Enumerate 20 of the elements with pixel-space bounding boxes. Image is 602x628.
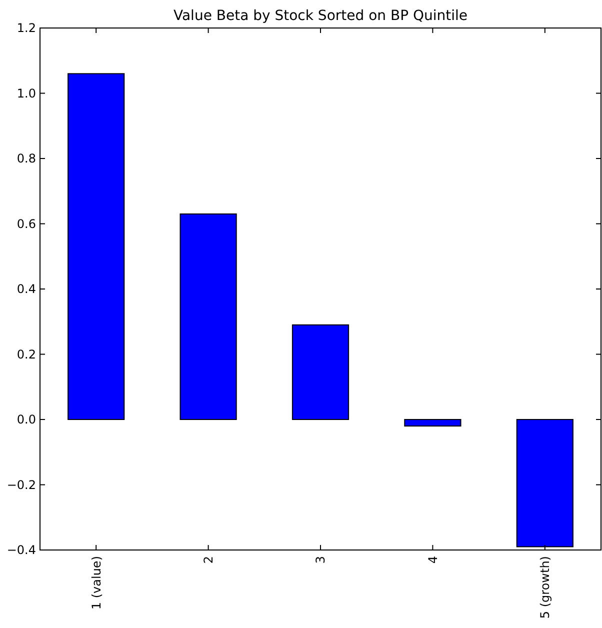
bar — [68, 73, 125, 420]
x-tick-label: 4 — [426, 556, 440, 564]
bar — [180, 213, 237, 420]
bar — [404, 419, 462, 427]
x-tick-label: 5 (growth) — [538, 556, 552, 619]
y-tick-label: 1.0 — [16, 86, 36, 100]
x-tick-label: 1 (value) — [89, 556, 104, 610]
y-tick-label: 0.4 — [16, 282, 36, 296]
y-tick-label: −0.2 — [6, 478, 36, 492]
y-tick-label: 0.6 — [16, 216, 36, 231]
chart-title: Value Beta by Stock Sorted on BP Quintile — [173, 8, 468, 24]
x-tick-label: 3 — [314, 556, 328, 564]
bar — [516, 419, 574, 548]
x-tick-label: 2 — [202, 556, 216, 564]
y-tick-label: −0.4 — [6, 543, 36, 558]
y-tick-label: 0.8 — [16, 152, 36, 166]
bar — [292, 324, 350, 420]
y-tick-label: 0.2 — [16, 347, 36, 362]
y-tick-label: 1.2 — [16, 21, 36, 36]
y-tick-label: 0.0 — [16, 412, 36, 427]
